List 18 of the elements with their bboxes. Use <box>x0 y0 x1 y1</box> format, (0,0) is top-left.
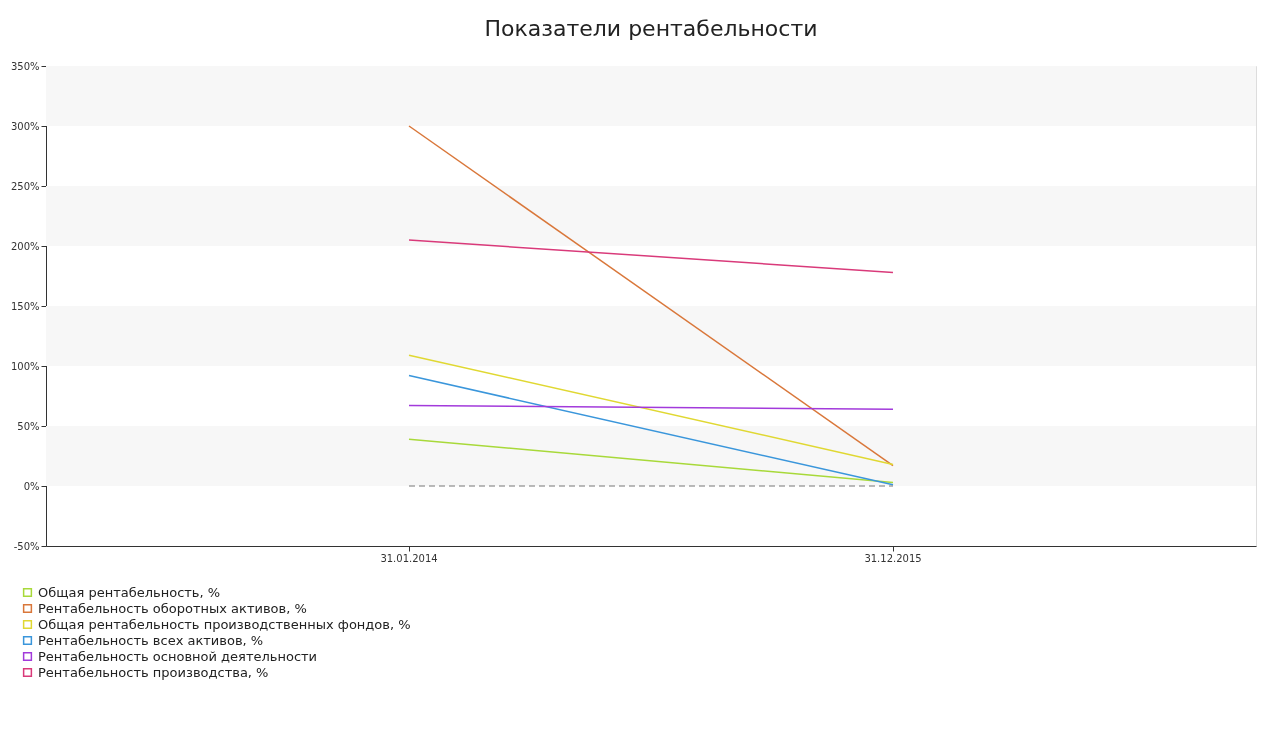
chart-title: Показатели рентабельности <box>484 16 818 41</box>
x-tick-label: 31.12.2015 <box>864 552 922 564</box>
legend-label: Общая рентабельность производственных фондов, % <box>38 616 411 632</box>
legend-label: Рентабельность оборотных активов, % <box>38 600 307 616</box>
y-tick-label: 100% <box>10 360 40 372</box>
legend-label: Рентабельность производства, % <box>38 664 269 680</box>
y-tick-label: 50% <box>17 420 40 432</box>
x-tick-label: 31.01.2014 <box>380 552 438 564</box>
legend-label: Рентабельность основной деятельности <box>38 648 318 664</box>
y-tick-label: 250% <box>10 180 40 192</box>
y-tick-label: 150% <box>10 300 40 312</box>
y-tick-label: 350% <box>10 60 40 72</box>
y-tick-label: 0% <box>23 480 40 492</box>
y-tick-label: -50% <box>13 540 40 552</box>
legend-label: Общая рентабельность, % <box>38 584 221 600</box>
y-tick-label: 300% <box>10 120 40 132</box>
legend-label: Рентабельность всех активов, % <box>38 632 264 648</box>
y-tick-label: 200% <box>10 240 40 252</box>
